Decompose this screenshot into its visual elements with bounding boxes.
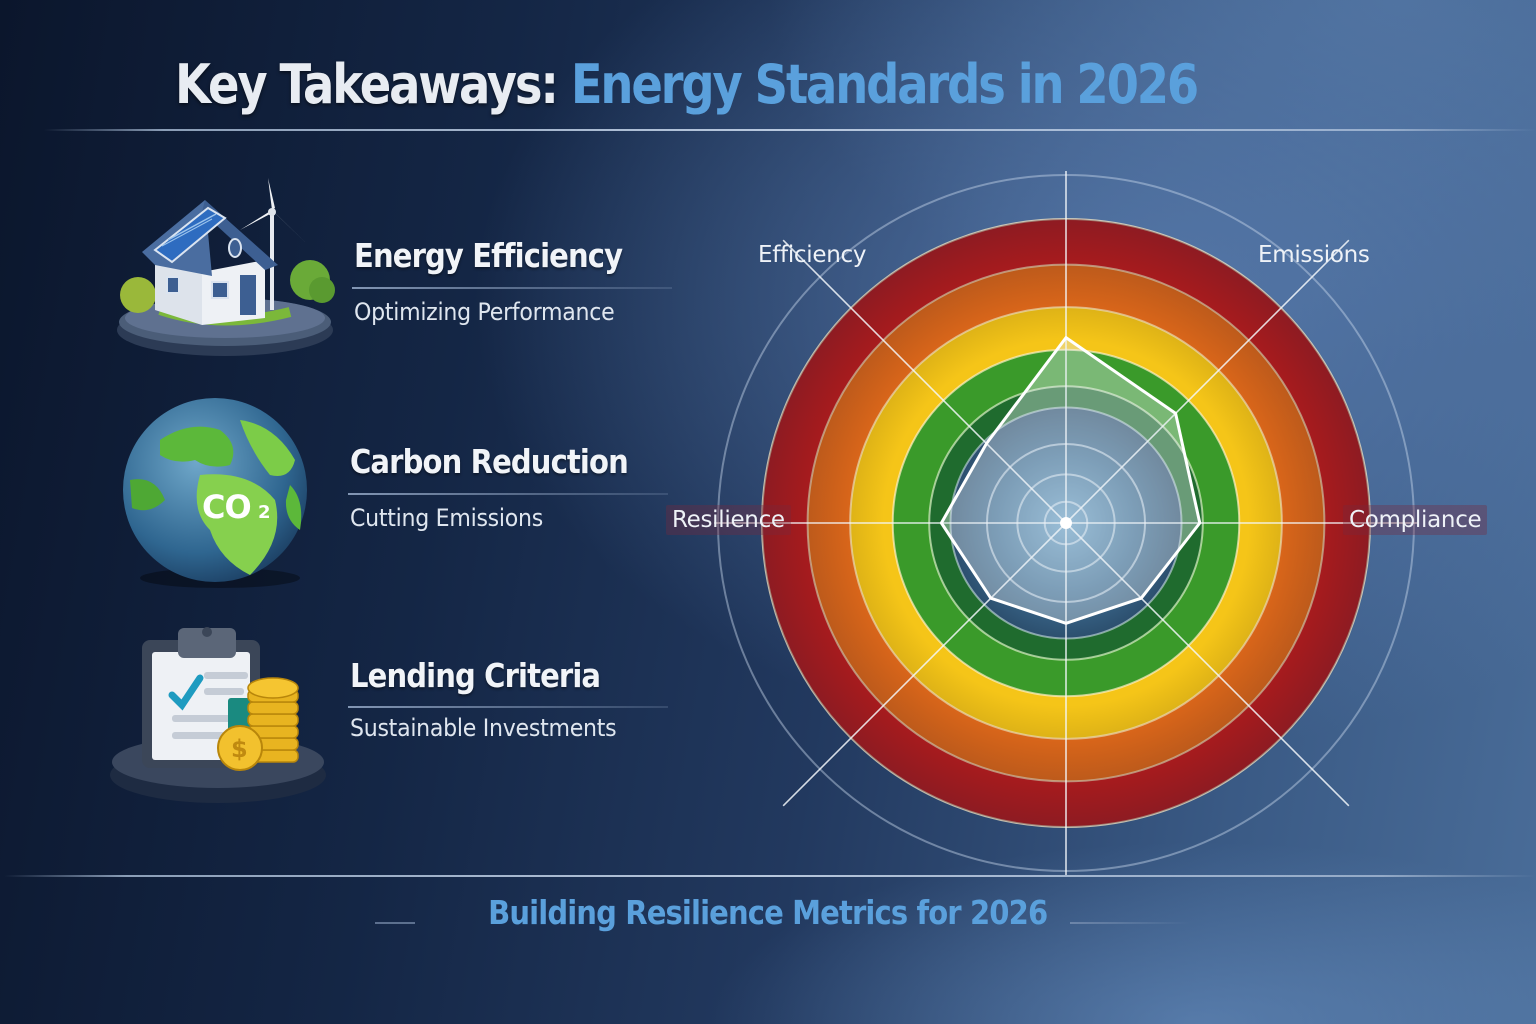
takeaway-subheading: Cutting Emissions — [350, 504, 543, 532]
takeaway-heading: Carbon Reduction — [350, 442, 629, 481]
clipboard-coins-icon: $ — [110, 627, 326, 803]
title-part1: Key Takeaways: — [175, 53, 559, 116]
takeaway-heading: Lending Criteria — [350, 656, 601, 695]
footer-flank-right — [1070, 922, 1190, 924]
co2-globe-icon: CO 2 — [123, 398, 307, 588]
eco-house-icon — [117, 178, 335, 356]
footer-flank-left — [375, 922, 415, 924]
radar-chart: Efficiency Emissions Resilience Complian… — [640, 150, 1520, 890]
page-title: Key Takeaways: Energy Standards in 2026 — [175, 40, 1199, 130]
axis-label-efficiency: Efficiency — [758, 242, 867, 268]
svg-text:2: 2 — [258, 502, 271, 523]
axis-label-emissions: Emissions — [1258, 242, 1370, 268]
svg-text:CO: CO — [202, 488, 251, 526]
takeaway-lending-criteria: $ Lending Criteria Sustainable Investmen… — [100, 610, 680, 810]
takeaway-subheading: Optimizing Performance — [354, 298, 615, 326]
axis-label-compliance: Compliance — [1343, 505, 1488, 535]
takeaway-energy-efficiency: Energy Efficiency Optimizing Performance — [100, 170, 680, 370]
header-divider — [44, 129, 1536, 131]
radar-chart-graphic — [714, 171, 1418, 875]
title-part2: Energy Standards in 2026 — [570, 53, 1199, 116]
takeaway-divider — [348, 706, 668, 708]
takeaway-divider — [352, 287, 672, 289]
takeaway-divider — [348, 493, 668, 495]
svg-text:$: $ — [231, 735, 248, 763]
footer-divider — [4, 875, 1536, 877]
takeaway-carbon-reduction: CO 2 Carbon Reduction Cutting Emissions — [100, 390, 680, 590]
footer-title: Building Resilience Metrics for 2026 — [488, 893, 1048, 932]
takeaway-subheading: Sustainable Investments — [350, 714, 617, 742]
takeaway-heading: Energy Efficiency — [354, 236, 623, 275]
axis-label-resilience: Resilience — [666, 505, 791, 535]
